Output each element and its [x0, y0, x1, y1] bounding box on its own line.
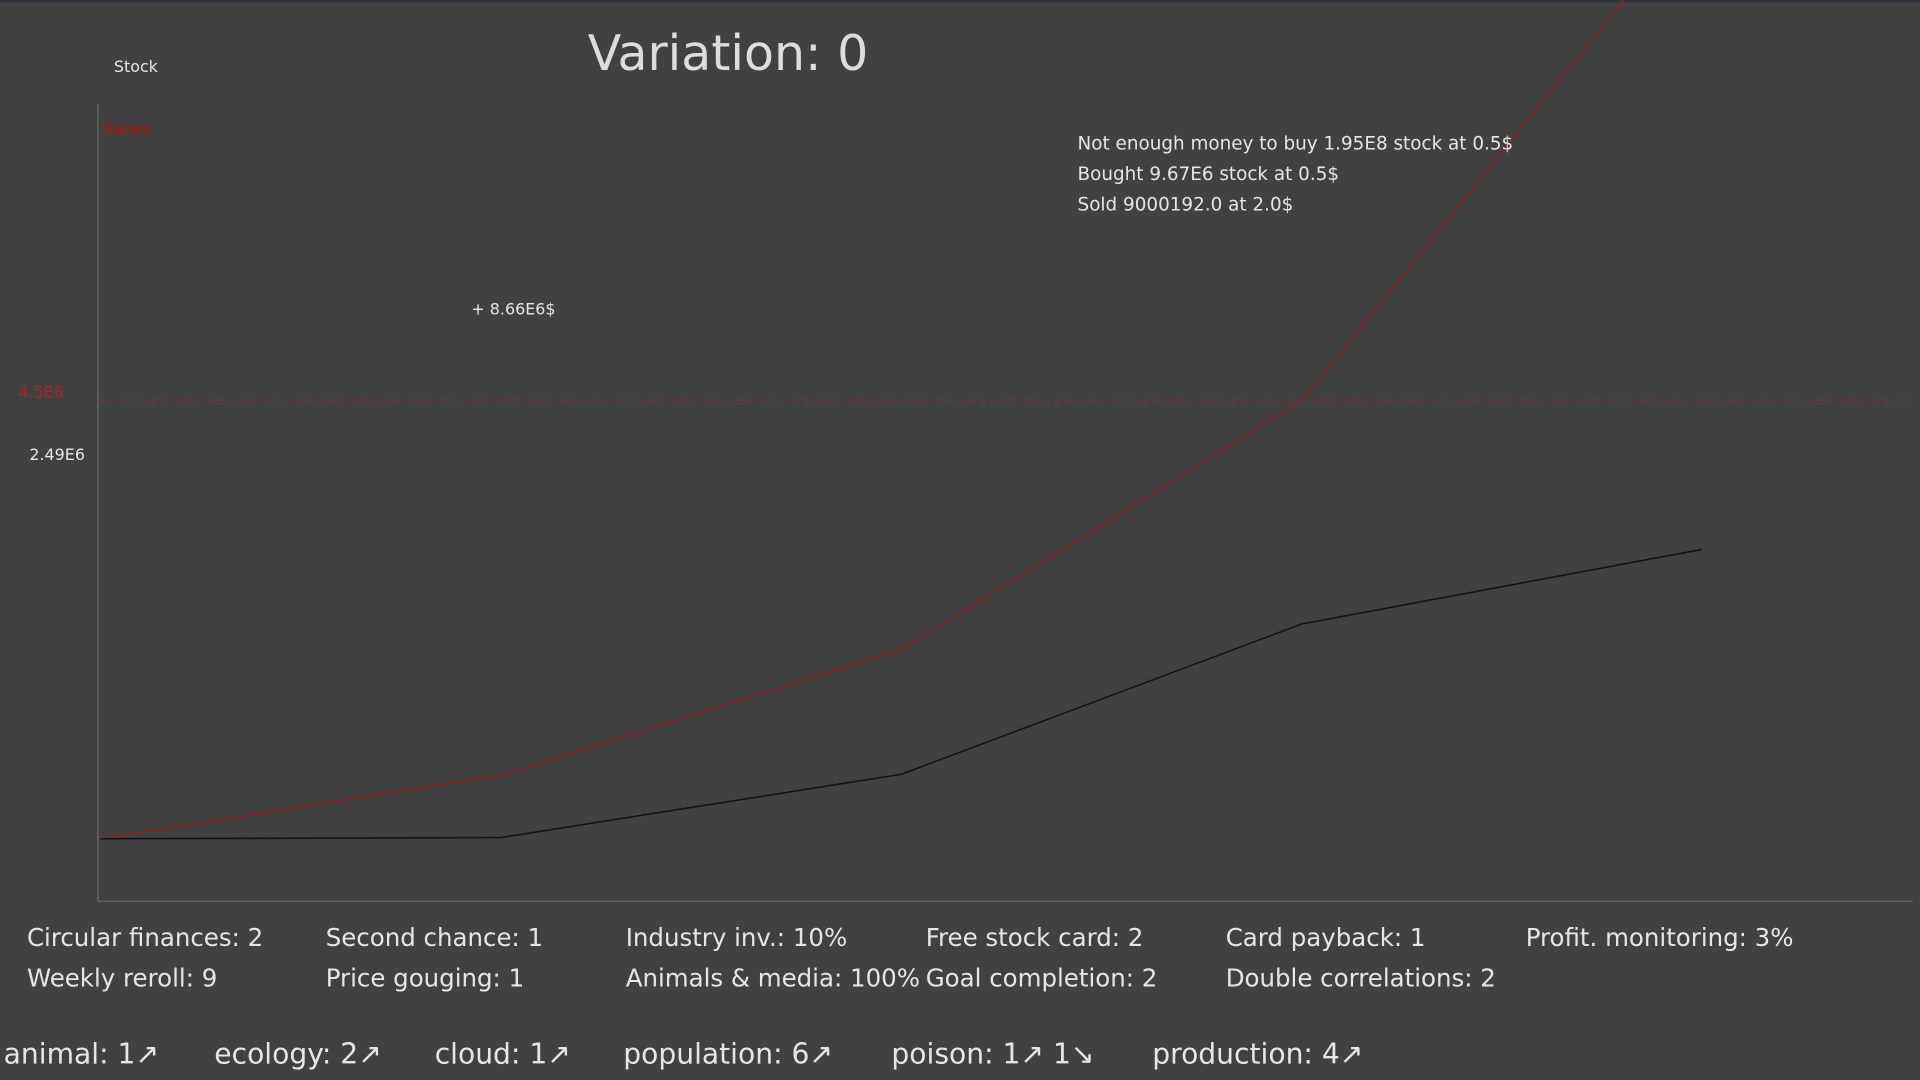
message: Bought 9.67E6 stock at 0.5$ — [1078, 164, 1340, 185]
stat: Second chance: 1 — [326, 923, 543, 952]
stat: Profit. monitoring: 3% — [1526, 923, 1794, 952]
stat: Industry inv.: 10% — [626, 923, 848, 952]
tag: poison: 1↗ 1↘ — [891, 1038, 1094, 1071]
value-label: 2.49E6 — [29, 445, 85, 464]
tag: cloud: 1↗ — [435, 1038, 571, 1071]
plot — [100, 0, 1703, 840]
title: Variation: 0 — [588, 25, 868, 82]
message: Sold 9000192.0 at 2.0$ — [1078, 195, 1294, 216]
series-line — [100, 548, 1703, 840]
top-border — [0, 0, 1920, 3]
stat: Price gouging: 1 — [326, 964, 524, 993]
legend-label: Sales — [102, 119, 150, 138]
threshold-label: 4.5E6 — [18, 382, 63, 401]
message: Not enough money to buy 1.95E8 stock at … — [1078, 133, 1514, 154]
tag: animal: 1↗ — [4, 1038, 159, 1071]
stat: Free stock card: 2 — [926, 923, 1144, 952]
gain-label: + 8.66E6$ — [471, 299, 555, 318]
tag: population: 6↗ — [623, 1038, 833, 1071]
y-label: Stock — [114, 57, 159, 76]
series-line — [100, 0, 1625, 840]
stat: Weekly reroll: 9 — [27, 964, 217, 993]
stat: Goal completion: 2 — [926, 964, 1158, 993]
stat: Animals & media: 100% — [626, 964, 920, 993]
stat: Double correlations: 2 — [1226, 964, 1496, 993]
tag: ecology: 2↗ — [214, 1038, 382, 1071]
stat: Circular finances: 2 — [27, 923, 263, 952]
stat: Card payback: 1 — [1226, 923, 1426, 952]
tag: production: 4↗ — [1152, 1038, 1363, 1071]
